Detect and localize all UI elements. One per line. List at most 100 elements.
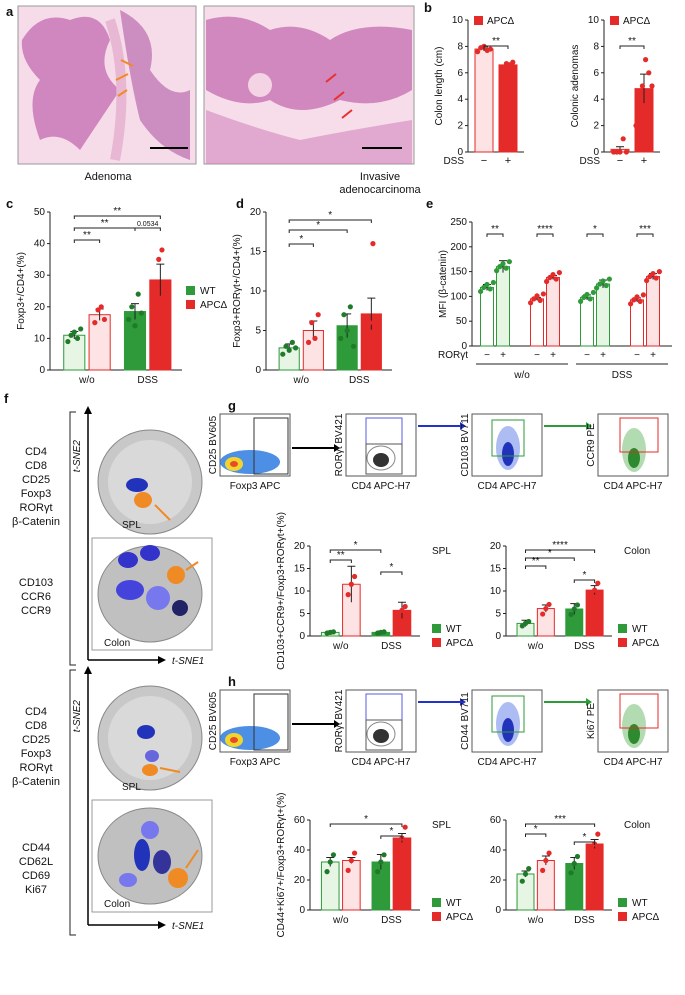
g2-bar-0-1-point-2 [574, 602, 581, 608]
adenocarcinoma-caption-line2: adenocarcinoma [339, 184, 421, 196]
h1-y-label: CD44+Ki67+/Foxp3+RORγt+(%) [276, 792, 287, 937]
h-flow-plot-1: Foxp3 APC CD25 BV605 [208, 689, 340, 768]
c-tick-3: 30 [34, 270, 46, 281]
g2-sig-3-label: * [582, 570, 586, 581]
d-tick-3: 15 [250, 247, 262, 258]
h2-bar-1-0-point-0 [540, 867, 546, 874]
d-bar-1-1-point-0 [363, 335, 370, 341]
e-sig-1 [536, 233, 554, 237]
e-tick-4: 200 [450, 242, 467, 253]
b2-legend-swatch [610, 16, 619, 25]
b2-bar-0-point-3 [620, 136, 626, 142]
tsne-spl-label-top: SPL [122, 520, 141, 531]
c-tick-1: 10 [34, 333, 46, 344]
g-flow-x-label-1: Foxp3 APC [230, 481, 281, 492]
panel-f-bottom-markers: CD4 CD8 CD25 Foxp3 RORγt β-Catenin CD44 … [12, 706, 60, 896]
h1-legend-wt-swatch [432, 898, 441, 907]
tsne-frame-bottom: t-SNE2 t-SNE1 SPL Colon [69, 666, 213, 936]
b1-tick-4: 8 [457, 41, 463, 52]
chart-b2: 0 2 4 6 8 10 Colonic adenomas − + DSS ** APCΔ [570, 15, 660, 167]
g2-bar-1-1-point-1 [592, 587, 598, 593]
f-marker-5: RORγt [20, 502, 53, 514]
g1-legend-apc-swatch [432, 638, 441, 647]
e-tick-3: 150 [450, 267, 467, 278]
h1-bar-1-0-point-0 [345, 867, 351, 874]
tsne-colon-label-top: Colon [104, 638, 130, 649]
f-colored-2: CCR6 [21, 591, 51, 603]
g1-bar-0-1-point-2 [381, 629, 387, 635]
panel-f-top-markers: CD4 CD8 CD25 Foxp3 RORγt β-Catenin CD103… [12, 446, 60, 617]
h-flow-plot-4: CD4 APC-H7 Ki67 PE [586, 689, 669, 768]
b1-bar-1-point-0 [500, 64, 506, 71]
c-bar-1-1-point-0 [152, 297, 159, 304]
e-ror-3: + [550, 350, 556, 361]
e-bar-2-0-point-3 [587, 296, 593, 302]
c-bar-1-0-point-3 [101, 316, 108, 323]
f-marker-b2: CD8 [25, 720, 47, 732]
c-bar-0-0-point-2 [71, 329, 77, 335]
e-sig-3-label: *** [639, 224, 651, 235]
h1-bar-1-1-point-0 [396, 849, 402, 856]
c-bar-0-1-point-0 [126, 316, 132, 323]
tsne-colon-label-bottom: Colon [104, 899, 130, 910]
h2-tick-2: 40 [490, 845, 502, 856]
g2-bar-1-0-point-2 [546, 601, 552, 608]
b1-cat-0: − [481, 155, 487, 167]
h2-tick-0: 0 [495, 905, 501, 916]
chart-d: 0 5 10 15 20 Foxp3+RORγt+/CD4+(%) w/o DSS * * * [232, 207, 392, 386]
e-sig-1-label: **** [537, 224, 553, 235]
f-colored-b3: CD69 [22, 870, 50, 882]
e-bar-2-1-point-2 [600, 278, 606, 284]
b2-tick-4: 8 [593, 41, 599, 52]
d-bar-0-1-point-3 [347, 304, 353, 310]
h2-sig-0-label: *** [554, 814, 566, 825]
c-y-label: Foxp3+/CD4+(%) [16, 252, 27, 330]
h1-tick-0: 0 [299, 905, 305, 916]
g1-sig-2-label: * [389, 562, 393, 573]
adenoma-caption: Adenoma [84, 171, 132, 183]
e-bar-3-0-point-2 [634, 294, 640, 300]
c-bar-0-1-point-3 [135, 291, 141, 297]
g2-bar-0-1-point-0 [568, 611, 574, 618]
b2-bar-1-point-2 [639, 83, 646, 89]
c-bar-1-1-point-1 [156, 256, 162, 262]
g2-tick-2: 10 [490, 586, 502, 597]
g1-legend-wt: WT [446, 624, 462, 635]
e-bar-1-0-point-2 [534, 293, 540, 299]
g1-bar-1-0-point-1 [348, 581, 354, 587]
h-flow-y-label-2: RORγt BV421 [334, 689, 345, 752]
g1-tick-1: 5 [299, 609, 305, 620]
h2-legend-wt-swatch [618, 898, 627, 907]
e-sig-0 [486, 233, 504, 237]
e-bar-0-0-point-3 [487, 286, 493, 292]
g1-tick-3: 15 [294, 564, 306, 575]
e-bar-1-0 [530, 298, 544, 347]
g1-bar-1-1-point-2 [402, 603, 408, 610]
h2-tick-1: 20 [490, 875, 502, 886]
e-group-0: w/o [513, 370, 530, 381]
h2-legend-apc-swatch [618, 912, 627, 921]
f-colored-b2: CD62L [19, 856, 53, 868]
h2-bar-0-0-point-1 [522, 871, 529, 877]
b2-bar-1-point-5 [649, 83, 655, 89]
b2-bar-0-point-4 [623, 149, 630, 155]
e-bar-0-0-point-0 [478, 288, 484, 295]
g2-bar-0-1-point-1 [571, 606, 577, 612]
d-sig-1 [288, 229, 348, 233]
c-sig-1-label: ** [101, 218, 109, 229]
g2-tick-1: 5 [495, 609, 501, 620]
g1-title: SPL [432, 546, 451, 557]
panel-letter-h: h [228, 674, 236, 689]
g2-tick-4: 20 [490, 541, 502, 552]
c-sig-2-label: 0.0534 [137, 221, 159, 228]
h1-tick-2: 40 [294, 845, 306, 856]
g-flow-x-label-4: CD4 APC-H7 [604, 481, 663, 492]
e-bar-3-0-point-3 [637, 298, 643, 304]
c-bar-0-0-point-1 [68, 332, 74, 338]
c-tick-5: 50 [34, 207, 46, 218]
b2-tick-0: 0 [593, 147, 599, 158]
h2-sig-0 [525, 823, 596, 827]
panel-letter-f: f [4, 391, 9, 406]
g2-sig-1 [525, 557, 575, 561]
